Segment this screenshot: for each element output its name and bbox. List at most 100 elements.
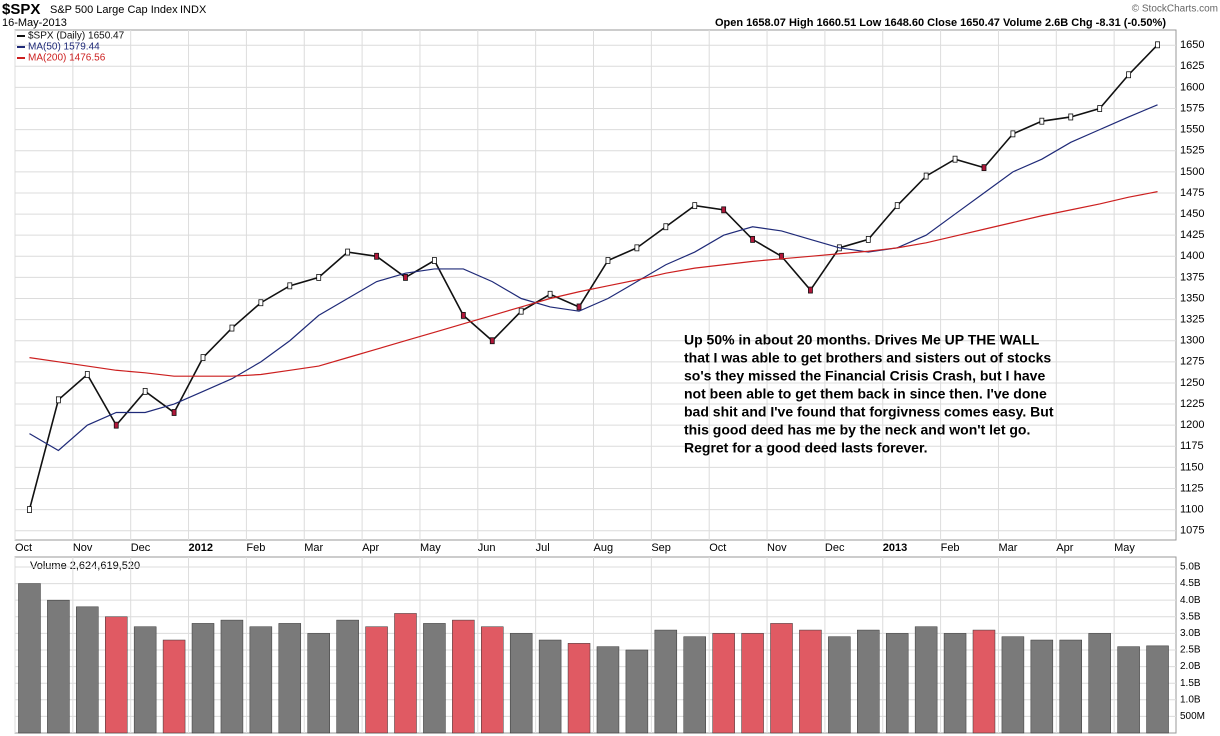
volume-bar bbox=[307, 633, 330, 734]
y-tick-label: 1625 bbox=[1180, 60, 1204, 72]
annotation-line: this good deed has me by the neck and wo… bbox=[684, 422, 1030, 438]
y-tick-label: 1400 bbox=[1180, 250, 1204, 262]
candle bbox=[171, 409, 177, 416]
volume-bar bbox=[885, 633, 909, 734]
candle bbox=[1068, 113, 1074, 121]
y-tick-label: 1650 bbox=[1180, 39, 1204, 51]
volume-bar bbox=[191, 623, 215, 734]
volume-tick-label: 4.5B bbox=[1180, 578, 1201, 589]
volume-bar bbox=[481, 626, 504, 734]
y-tick-label: 1100 bbox=[1180, 504, 1204, 516]
candle bbox=[316, 274, 322, 281]
volume-bar bbox=[625, 649, 649, 734]
x-tick-label: Nov bbox=[73, 542, 93, 554]
annotation-line: that I was able to get brothers and sist… bbox=[684, 350, 1051, 366]
volume-bar bbox=[654, 629, 678, 734]
x-tick-label: Jul bbox=[536, 542, 550, 554]
y-tick-label: 1225 bbox=[1180, 398, 1204, 410]
candle bbox=[692, 202, 698, 210]
candle bbox=[663, 223, 669, 231]
price-line bbox=[29, 104, 1158, 452]
volume-bar bbox=[47, 599, 70, 734]
x-tick-label: Oct bbox=[709, 542, 726, 554]
y-tick-label: 1125 bbox=[1180, 482, 1204, 494]
legend-label: MA(200) 1476.56 bbox=[28, 53, 106, 64]
x-tick-label: Mar bbox=[998, 542, 1017, 554]
quote: Open 1658.07 High 1660.51 Low 1648.60 Cl… bbox=[715, 17, 1166, 29]
volume-bar bbox=[452, 619, 475, 734]
y-tick-label: 1350 bbox=[1180, 292, 1204, 304]
volume-bar bbox=[18, 583, 41, 734]
x-tick-label: Jun bbox=[478, 542, 496, 554]
subtitle: S&P 500 Large Cap Index bbox=[50, 4, 178, 16]
x-tick-label: Oct bbox=[15, 542, 32, 554]
candle bbox=[258, 299, 264, 307]
volume-bar bbox=[1117, 646, 1140, 734]
candle bbox=[432, 257, 437, 264]
y-tick-label: 1375 bbox=[1180, 271, 1204, 283]
volume-bar bbox=[1059, 639, 1083, 734]
candle bbox=[374, 252, 379, 260]
y-tick-label: 1175 bbox=[1180, 440, 1204, 452]
x-tick-label: Dec bbox=[825, 542, 845, 554]
volume-bar bbox=[220, 619, 244, 734]
volume-bar bbox=[1001, 636, 1025, 734]
volume-bar bbox=[365, 626, 388, 734]
legend-label: MA(50) 1579.44 bbox=[28, 42, 100, 53]
y-tick-label: 1450 bbox=[1180, 208, 1204, 220]
candle bbox=[952, 155, 958, 163]
symbol: $SPX bbox=[2, 1, 40, 18]
volume-bar bbox=[509, 633, 533, 734]
volume-bar bbox=[1088, 633, 1111, 734]
candle bbox=[981, 164, 987, 172]
date: 16-May-2013 bbox=[2, 17, 67, 29]
annotation-line: not been able to get them back in since … bbox=[684, 386, 1047, 402]
candle bbox=[113, 421, 119, 429]
volume-tick-label: 2.5B bbox=[1180, 645, 1201, 656]
y-tick-label: 1550 bbox=[1180, 124, 1204, 136]
candle bbox=[1097, 105, 1103, 112]
y-tick-label: 1200 bbox=[1180, 419, 1204, 431]
volume-bar bbox=[538, 639, 562, 734]
candle bbox=[142, 387, 148, 395]
candle bbox=[605, 257, 611, 264]
volume-bar bbox=[133, 626, 157, 734]
volume-tick-label: 4.0B bbox=[1180, 595, 1201, 606]
annotation-line: so's they missed the Financial Crisis Cr… bbox=[684, 368, 1045, 384]
volume-bar bbox=[394, 613, 417, 734]
y-tick-label: 1075 bbox=[1180, 525, 1204, 537]
candle bbox=[403, 274, 408, 281]
price-line bbox=[28, 44, 1159, 510]
candle bbox=[1155, 41, 1160, 49]
y-tick-label: 1500 bbox=[1180, 166, 1204, 178]
x-tick-label: Aug bbox=[594, 542, 614, 554]
candle bbox=[287, 282, 293, 290]
volume-bar bbox=[567, 643, 591, 734]
volume-tick-label: 2.0B bbox=[1180, 661, 1201, 672]
volume-bar bbox=[423, 623, 446, 734]
candle bbox=[345, 248, 351, 256]
candle bbox=[55, 396, 61, 404]
credit: © StockCharts.com bbox=[1132, 4, 1218, 15]
volume-bar bbox=[104, 616, 128, 734]
y-tick-label: 1325 bbox=[1180, 314, 1204, 326]
volume-bar bbox=[596, 646, 620, 734]
y-tick-label: 1300 bbox=[1180, 335, 1204, 347]
candle bbox=[518, 307, 524, 315]
volume-bar bbox=[770, 623, 793, 734]
volume-bar bbox=[712, 633, 735, 734]
exchange: INDX bbox=[180, 4, 207, 16]
candle bbox=[808, 286, 813, 294]
volume-tick-label: 500M bbox=[1180, 711, 1205, 722]
x-tick-label: Apr bbox=[1056, 542, 1073, 554]
annotation-line: bad shit and I've found that forgivness … bbox=[684, 404, 1054, 420]
volume-tick-label: 1.5B bbox=[1180, 678, 1201, 689]
x-tick-label: Sep bbox=[651, 542, 671, 554]
volume-tick-label: 5.0B bbox=[1180, 562, 1201, 573]
volume-bar bbox=[943, 633, 967, 734]
volume-bar bbox=[741, 633, 764, 734]
candle bbox=[865, 236, 871, 243]
candle bbox=[1126, 71, 1132, 79]
volume-bar bbox=[972, 629, 996, 734]
